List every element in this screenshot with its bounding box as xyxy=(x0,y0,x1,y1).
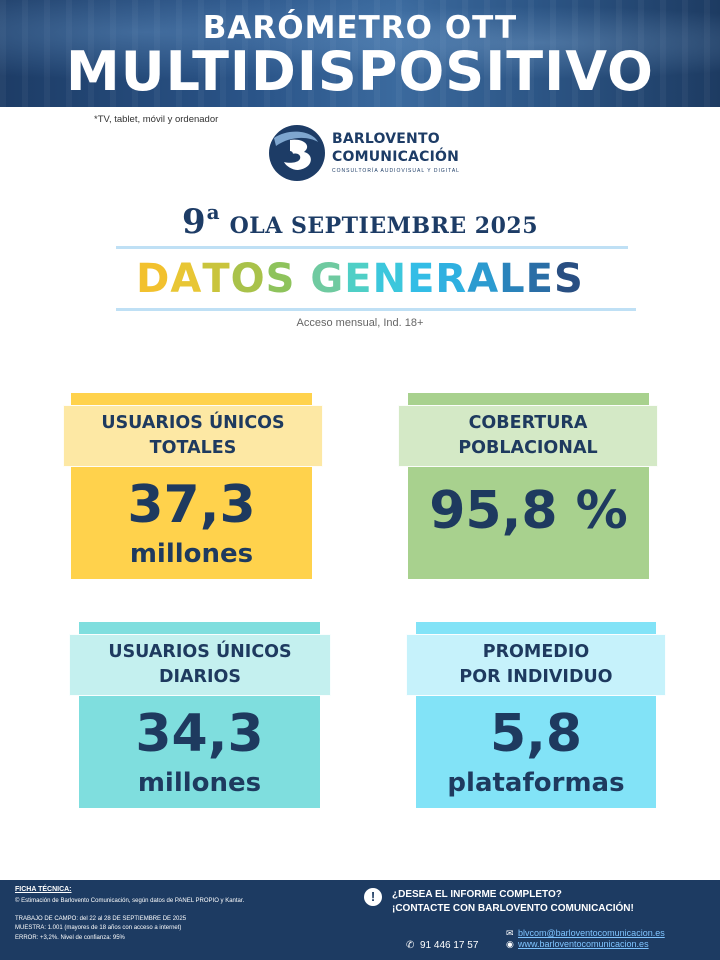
section-subtitle: Acceso mensual, Ind. 18+ xyxy=(296,317,424,329)
card-label: USUARIOS ÚNICOS TOTALES xyxy=(63,405,323,467)
wave-title: 9a OLA SEPTIEMBRE 2025 xyxy=(0,200,720,242)
ficha-sample: MUESTRA: 1.001 (mayores de 18 años con a… xyxy=(15,925,182,931)
section-title-letter: R xyxy=(435,256,468,302)
section-title-letter: E xyxy=(344,256,373,302)
card-value: 95,8 % xyxy=(429,481,628,541)
device-footnote: *TV, tablet, móvil y ordenador xyxy=(94,114,219,125)
card-average-platforms: PROMEDIO POR INDIVIDUO 5,8 plataformas xyxy=(406,622,666,808)
phone-number[interactable]: 91 446 17 57 xyxy=(420,940,479,951)
section-title: DATOS GENERALES xyxy=(0,256,720,302)
logo-tagline: CONSULTORÍA AUDIOVISUAL Y DIGITAL xyxy=(332,168,460,174)
card-label-line2: POBLACIONAL xyxy=(458,438,598,458)
card-label-line1: USUARIOS ÚNICOS xyxy=(108,642,292,662)
section-title-letter: A xyxy=(170,256,203,302)
card-label-line2: POR INDIVIDUO xyxy=(459,667,613,687)
banner-title-line1: BARÓMETRO OTT xyxy=(202,10,518,46)
card-unit: millones xyxy=(129,539,254,569)
logo-line1: BARLOVENTO xyxy=(332,131,440,147)
header-banner: BARÓMETRO OTT MULTIDISPOSITIVO xyxy=(0,0,720,107)
logo-line2: COMUNICACIÓN xyxy=(332,149,460,165)
barlovento-logo-icon xyxy=(269,125,325,181)
card-value: 37,3 xyxy=(127,475,256,535)
card-unit: millones xyxy=(137,768,262,798)
section-title-letter: D xyxy=(136,256,171,302)
banner-title-line2: MULTIDISPOSITIVO xyxy=(66,40,654,103)
mail-icon: ✉ xyxy=(506,928,514,938)
cta-question: ¿DESEA EL INFORME COMPLETO? xyxy=(392,889,562,900)
section-title-letter: N xyxy=(372,256,408,302)
phone-icon: ✆ xyxy=(406,940,415,951)
ficha-title: FICHA TÉCNICA: xyxy=(15,886,72,893)
section-title-letter: S xyxy=(554,256,584,302)
card-label: USUARIOS ÚNICOS DIARIOS xyxy=(69,634,331,696)
wave-ordinal: a xyxy=(206,200,220,224)
section-title-letter: E xyxy=(525,256,554,302)
card-label: PROMEDIO POR INDIVIDUO xyxy=(406,634,666,696)
wave-text: OLA SEPTIEMBRE 2025 xyxy=(229,213,539,239)
section-title-letter: L xyxy=(499,256,526,302)
card-value: 34,3 xyxy=(135,704,264,764)
logo-wordmark: BARLOVENTO COMUNICACIÓN xyxy=(332,130,459,166)
section-title-letter: E xyxy=(407,256,436,302)
divider-bottom xyxy=(116,308,636,311)
card-label: COBERTURA POBLACIONAL xyxy=(398,405,658,467)
barlovento-logo: BARLOVENTO COMUNICACIÓN CONSULTORÍA AUDI… xyxy=(268,124,468,184)
exclamation-icon: ! xyxy=(364,888,382,906)
section-title-letter: O xyxy=(230,256,266,302)
card-label-line1: COBERTURA xyxy=(468,413,588,433)
card-label-line1: USUARIOS ÚNICOS xyxy=(101,413,285,433)
divider-top xyxy=(116,246,628,249)
card-label-line1: PROMEDIO xyxy=(482,642,590,662)
wave-number: 9 xyxy=(181,202,206,242)
ficha-source: © Estimación de Barlovento Comunicación,… xyxy=(15,898,245,904)
footer: FICHA TÉCNICA: © Estimación de Barlovent… xyxy=(0,880,720,960)
cta-contact: ¡CONTACTE CON BARLOVENTO COMUNICACIÓN! xyxy=(392,903,634,914)
website-link[interactable]: www.barloventocomunicacion.es xyxy=(518,939,649,949)
card-daily-users: USUARIOS ÚNICOS DIARIOS 34,3 millones xyxy=(69,622,331,808)
ficha-error: ERROR: +3,2%. Nivel de confianza: 95% xyxy=(15,935,125,941)
email-link[interactable]: blvcom@barloventocomunicacion.es xyxy=(518,928,665,938)
section-title-letter: A xyxy=(467,256,500,302)
ficha-fieldwork: TRABAJO DE CAMPO: del 22 al 28 DE SEPTIE… xyxy=(15,916,187,922)
card-unit: plataformas xyxy=(447,768,625,798)
section-title-letter: S xyxy=(265,256,296,302)
card-label-line2: TOTALES xyxy=(149,438,237,458)
card-coverage: COBERTURA POBLACIONAL 95,8 % xyxy=(398,393,658,579)
card-total-users: USUARIOS ÚNICOS TOTALES 37,3 millones xyxy=(63,393,323,579)
card-label-line2: DIARIOS xyxy=(158,667,242,687)
globe-icon: ◉ xyxy=(506,939,514,949)
section-title-letter: T xyxy=(202,256,231,302)
section-title-letter xyxy=(295,256,310,302)
card-value: 5,8 xyxy=(489,704,583,764)
section-title-letter: G xyxy=(310,256,345,302)
